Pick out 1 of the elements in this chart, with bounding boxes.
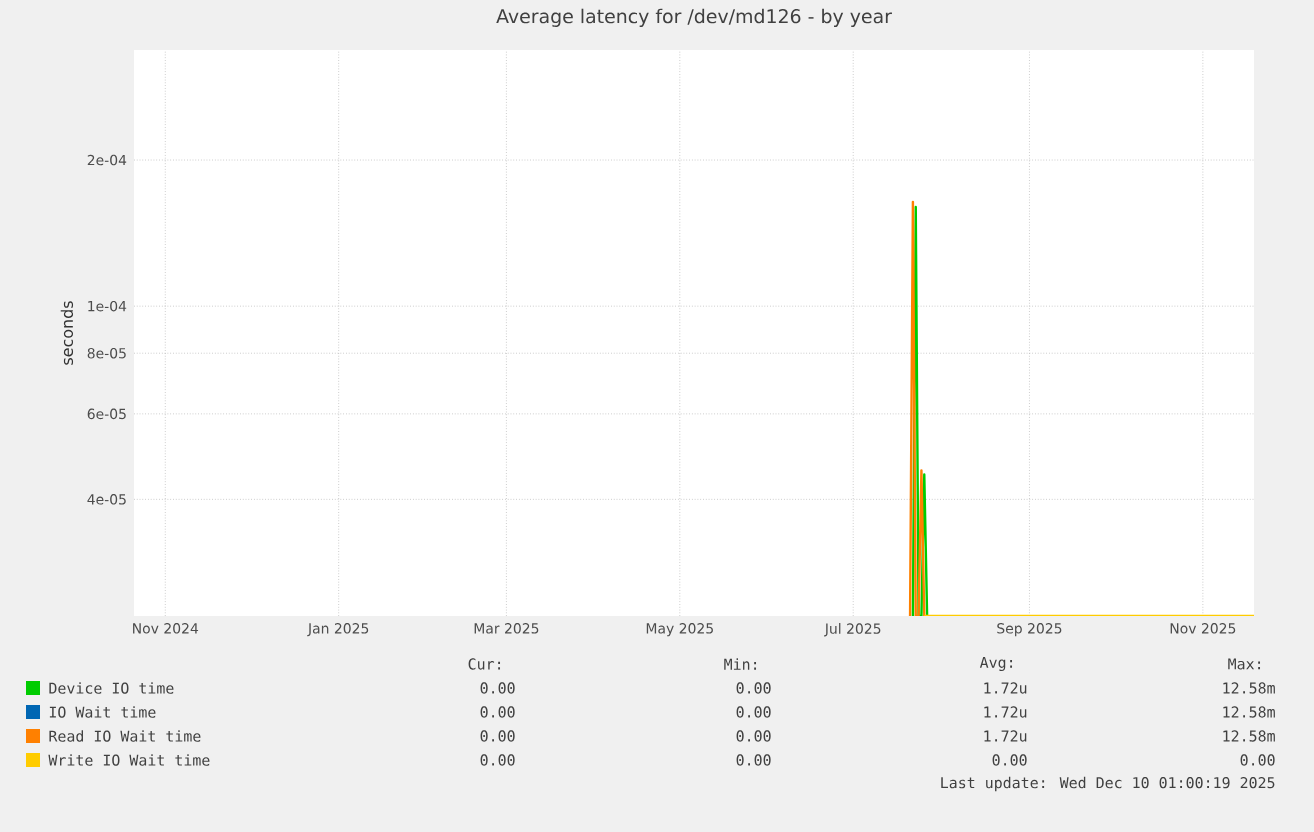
- chart-title: Average latency for /dev/md126 - by year: [496, 8, 892, 28]
